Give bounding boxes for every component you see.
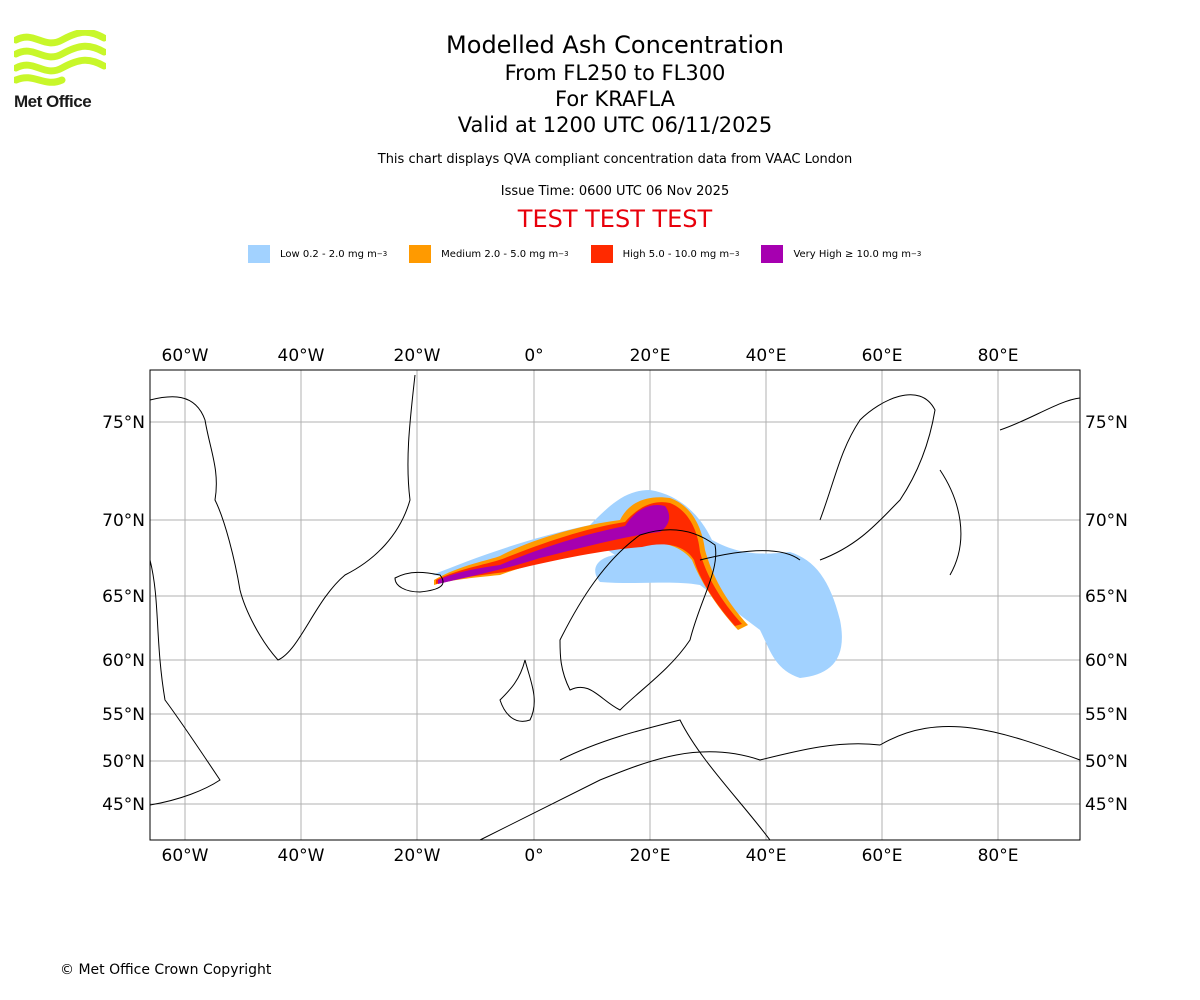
lon-labels-bottom: 60°W 40°W 20°W 0° 20°E 40°E 60°E 80°E (162, 846, 1019, 866)
logo-text: Met Office (14, 92, 92, 111)
legend-label-very-high: Very High ≥ 10.0 mg m (793, 248, 912, 260)
lat-label: 60°N (102, 651, 145, 671)
lon-label: 20°W (394, 846, 441, 866)
legend-label-low: Low 0.2 - 2.0 mg m (280, 248, 377, 260)
lat-label: 55°N (102, 705, 145, 725)
valid-time: Valid at 1200 UTC 06/11/2025 (457, 113, 773, 137)
ash-very-high (438, 504, 670, 584)
copyright: © Met Office Crown Copyright (60, 962, 272, 978)
lat-label: 50°N (102, 752, 145, 772)
lon-label: 0° (524, 346, 543, 366)
lon-label: 60°E (862, 846, 903, 866)
lat-labels-right: 75°N 70°N 65°N 60°N 55°N 50°N 45°N (1085, 413, 1128, 815)
lon-label: 0° (524, 846, 543, 866)
legend: Low 0.2 - 2.0 mg m −3 Medium 2.0 - 5.0 mg… (248, 244, 943, 264)
lat-label: 75°N (102, 413, 145, 433)
lat-label: 60°N (1085, 651, 1128, 671)
legend-swatch-low (248, 245, 270, 263)
legend-item-high: High 5.0 - 10.0 mg m −3 (590, 245, 740, 263)
legend-unit-exp: −3 (558, 250, 569, 258)
lat-label: 50°N (1085, 752, 1128, 772)
lat-label: 55°N (1085, 705, 1128, 725)
lat-label: 65°N (102, 587, 145, 607)
coastlines (149, 374, 1081, 841)
lat-label: 45°N (102, 795, 145, 815)
lon-label: 60°W (162, 346, 209, 366)
issue-time: Issue Time: 0600 UTC 06 Nov 2025 (500, 184, 730, 199)
qva-note: This chart displays QVA compliant concen… (377, 152, 853, 167)
ash-plume (432, 490, 842, 678)
volcano-name: For KRAFLA (555, 87, 675, 111)
legend-swatch-high (590, 245, 613, 263)
test-banner: TEST TEST TEST (517, 205, 713, 233)
lon-label: 60°W (162, 846, 209, 866)
legend-item-medium: Medium 2.0 - 5.0 mg m −3 (409, 245, 569, 263)
graticule (150, 370, 1080, 840)
lon-label: 80°E (978, 846, 1019, 866)
lat-label: 70°N (1085, 511, 1128, 531)
map-frame (149, 369, 1081, 841)
lon-label: 60°E (862, 346, 903, 366)
legend-label-high: High 5.0 - 10.0 mg m (622, 248, 730, 260)
lon-label: 40°W (278, 346, 325, 366)
lon-label: 20°W (394, 346, 441, 366)
legend-label-medium: Medium 2.0 - 5.0 mg m (441, 248, 559, 260)
lon-label: 20°E (630, 846, 671, 866)
met-office-logo (14, 30, 106, 86)
lat-label: 65°N (1085, 587, 1128, 607)
lon-label: 40°W (278, 846, 325, 866)
legend-item-very-high: Very High ≥ 10.0 mg m −3 (761, 245, 921, 263)
ash-high (436, 502, 742, 626)
chart-title: Modelled Ash Concentration (446, 31, 784, 59)
legend-unit-exp: −3 (729, 250, 740, 258)
legend-unit-exp: −3 (376, 250, 388, 258)
legend-item-low: Low 0.2 - 2.0 mg m −3 (248, 245, 387, 263)
chart-header: Modelled Ash Concentration From FL250 to… (315, 30, 915, 233)
lat-labels-left: 75°N 70°N 65°N 60°N 55°N 50°N 45°N (102, 413, 145, 815)
lat-label: 75°N (1085, 413, 1128, 433)
lon-labels-top: 60°W 40°W 20°W 0° 20°E 40°E 60°E 80°E (162, 346, 1019, 366)
lon-label: 80°E (978, 346, 1019, 366)
lat-label: 45°N (1085, 795, 1128, 815)
lon-label: 40°E (746, 846, 787, 866)
legend-swatch-medium (409, 245, 432, 263)
lon-label: 40°E (746, 346, 787, 366)
flight-levels: From FL250 to FL300 (504, 61, 726, 85)
legend-swatch-very-high (761, 245, 784, 263)
lat-label: 70°N (102, 511, 145, 531)
legend-unit-exp: −3 (911, 250, 922, 258)
lon-label: 20°E (630, 346, 671, 366)
